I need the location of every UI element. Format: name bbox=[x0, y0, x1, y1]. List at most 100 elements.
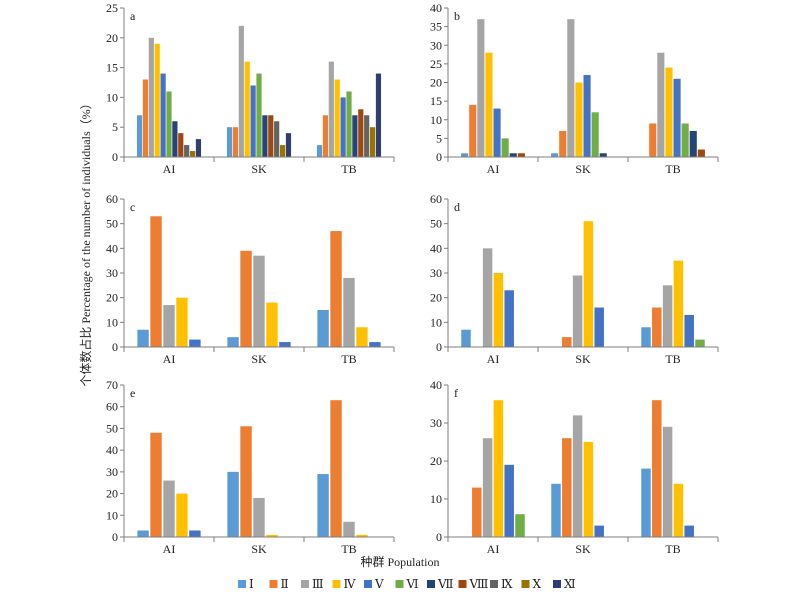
bar-a-AI-1 bbox=[136, 115, 143, 157]
x-tick-label: TB bbox=[341, 542, 356, 556]
bar-b-TB-3 bbox=[657, 52, 665, 158]
legend-item: Ⅱ bbox=[269, 577, 289, 591]
legend-swatch bbox=[490, 580, 498, 588]
bar-b-AI-1 bbox=[461, 153, 469, 157]
legend-label: Ⅴ bbox=[374, 577, 384, 591]
y-tick-label: 0 bbox=[436, 150, 442, 164]
bar-a-SK-7 bbox=[262, 115, 268, 157]
y-tick-label: 20 bbox=[106, 291, 118, 305]
legend-item: Ⅶ bbox=[427, 577, 454, 591]
bar-d-SK-4 bbox=[583, 221, 594, 347]
bar-a-SK-3 bbox=[238, 25, 244, 157]
bar-c-TB-5 bbox=[369, 342, 381, 347]
bar-d-TB-3 bbox=[662, 285, 673, 347]
bar-f-TB-2 bbox=[652, 400, 662, 537]
y-tick-label: 40 bbox=[430, 378, 442, 392]
bar-a-TB-5 bbox=[340, 97, 346, 157]
legend-label: Ⅱ bbox=[281, 577, 289, 591]
y-tick-label: 10 bbox=[106, 508, 118, 522]
legend-swatch bbox=[269, 580, 278, 588]
panel-d: 0 10 20 30 40 50 60 AI SK TB d bbox=[430, 192, 719, 366]
bar-c-TB-4 bbox=[356, 327, 368, 347]
bar-b-AI-3 bbox=[477, 19, 485, 157]
legend-item: Ⅵ bbox=[395, 577, 419, 591]
y-tick-label: 0 bbox=[436, 340, 442, 354]
x-tick-label: SK bbox=[251, 352, 267, 366]
bar-b-AI-8 bbox=[517, 153, 525, 157]
legend-swatch bbox=[238, 580, 246, 588]
bar-e-AI-3 bbox=[163, 480, 175, 537]
bar-b-AI-7 bbox=[509, 153, 517, 157]
y-tick-label: 50 bbox=[106, 421, 118, 435]
x-tick-label: TB bbox=[665, 162, 680, 176]
y-tick-label: 0 bbox=[112, 530, 118, 544]
bar-b-TB-8 bbox=[697, 149, 705, 157]
bar-f-SK-3 bbox=[572, 415, 583, 537]
bar-a-TB-9 bbox=[364, 115, 370, 157]
bar-a-AI-8 bbox=[178, 133, 184, 157]
legend-item: Ⅰ bbox=[238, 577, 254, 591]
bar-b-AI-4 bbox=[485, 52, 493, 158]
bar-c-SK-2 bbox=[240, 250, 252, 347]
bar-f-AI-2 bbox=[472, 487, 482, 537]
bar-a-TB-11 bbox=[375, 73, 382, 157]
panel-e: 0 10 20 30 40 50 60 70 AI SK TB e bbox=[106, 378, 395, 556]
y-tick-label: 40 bbox=[430, 1, 442, 15]
bar-b-AI-2 bbox=[469, 104, 477, 157]
y-tick-label: 20 bbox=[430, 454, 442, 468]
x-tick-label: SK bbox=[251, 542, 267, 556]
bar-f-SK-4 bbox=[583, 442, 594, 537]
bar-d-SK-3 bbox=[572, 275, 583, 347]
y-tick-label: 30 bbox=[430, 266, 442, 280]
bar-c-TB-3 bbox=[343, 277, 355, 347]
bar-a-SK-5 bbox=[250, 85, 256, 157]
y-tick-label: 25 bbox=[106, 1, 118, 15]
bar-a-SK-6 bbox=[256, 73, 262, 157]
legend-label: Ⅰ bbox=[249, 577, 254, 591]
x-tick-label: TB bbox=[341, 162, 356, 176]
x-tick-label: SK bbox=[575, 352, 591, 366]
bar-c-AI-5 bbox=[189, 339, 201, 347]
bar-d-AI-5 bbox=[504, 290, 514, 347]
bar-d-SK-5 bbox=[594, 307, 604, 347]
y-tick-label: 10 bbox=[430, 113, 442, 127]
bar-e-TB-3 bbox=[343, 521, 355, 537]
bar-b-TB-4 bbox=[665, 67, 673, 157]
y-tick-label: 25 bbox=[430, 57, 442, 71]
panel-label: c bbox=[130, 200, 135, 214]
bar-a-TB-2 bbox=[322, 115, 329, 157]
bar-a-AI-11 bbox=[195, 139, 202, 157]
panel-label: e bbox=[130, 386, 135, 400]
bar-a-SK-4 bbox=[244, 61, 250, 157]
x-tick-label: TB bbox=[665, 542, 680, 556]
legend-label: Ⅹ bbox=[533, 577, 542, 591]
legend-item: Ⅷ bbox=[458, 577, 489, 591]
legend-swatch bbox=[427, 580, 435, 588]
bar-b-TB-5 bbox=[673, 78, 681, 157]
legend-swatch bbox=[301, 580, 309, 588]
bar-b-SK-7 bbox=[599, 153, 607, 157]
bar-a-TB-1 bbox=[316, 145, 323, 157]
bar-d-TB-4 bbox=[673, 260, 684, 347]
panel-label: d bbox=[454, 200, 460, 214]
bar-e-TB-2 bbox=[330, 400, 342, 537]
x-tick-label: TB bbox=[665, 352, 680, 366]
bar-f-SK-5 bbox=[594, 525, 604, 537]
bar-a-SK-1 bbox=[226, 127, 233, 157]
y-tick-label: 10 bbox=[430, 315, 442, 329]
y-tick-label: 60 bbox=[106, 192, 118, 206]
x-tick-label: SK bbox=[575, 162, 591, 176]
bar-b-SK-3 bbox=[567, 19, 575, 157]
x-tick-label: AI bbox=[163, 542, 176, 556]
legend-item: Ⅳ bbox=[332, 577, 357, 591]
y-tick-label: 15 bbox=[106, 61, 118, 75]
bar-b-TB-2 bbox=[649, 123, 657, 157]
y-tick-label: 20 bbox=[106, 487, 118, 501]
bar-b-SK-6 bbox=[591, 112, 599, 157]
bar-e-TB-1 bbox=[317, 474, 329, 537]
bar-b-TB-6 bbox=[681, 123, 689, 157]
legend-item: Ⅴ bbox=[364, 577, 384, 591]
bar-f-TB-4 bbox=[673, 483, 684, 537]
bar-a-TB-10 bbox=[369, 127, 376, 157]
